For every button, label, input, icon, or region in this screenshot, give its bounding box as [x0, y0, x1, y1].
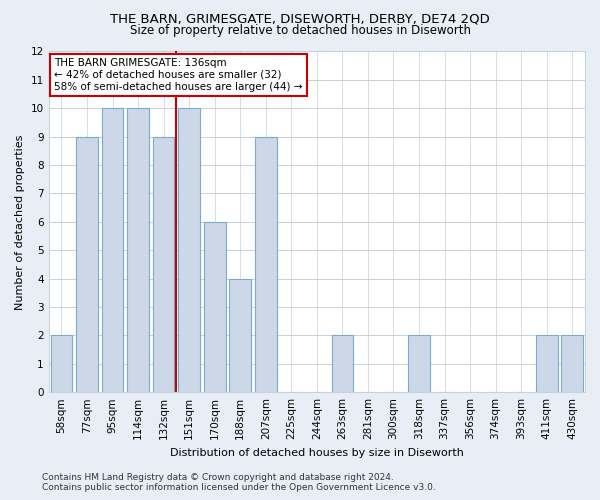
Bar — [50, 336, 72, 392]
Bar — [204, 222, 226, 392]
Bar — [562, 336, 583, 392]
Bar — [255, 136, 277, 392]
Bar — [76, 136, 98, 392]
Bar — [332, 336, 353, 392]
Bar — [127, 108, 149, 392]
X-axis label: Distribution of detached houses by size in Diseworth: Distribution of detached houses by size … — [170, 448, 464, 458]
Text: THE BARN, GRIMESGATE, DISEWORTH, DERBY, DE74 2QD: THE BARN, GRIMESGATE, DISEWORTH, DERBY, … — [110, 12, 490, 26]
Bar — [178, 108, 200, 392]
Bar — [229, 278, 251, 392]
Bar — [101, 108, 124, 392]
Bar — [153, 136, 175, 392]
Text: THE BARN GRIMESGATE: 136sqm
← 42% of detached houses are smaller (32)
58% of sem: THE BARN GRIMESGATE: 136sqm ← 42% of det… — [54, 58, 302, 92]
Bar — [536, 336, 557, 392]
Text: Size of property relative to detached houses in Diseworth: Size of property relative to detached ho… — [130, 24, 470, 37]
Bar — [408, 336, 430, 392]
Y-axis label: Number of detached properties: Number of detached properties — [15, 134, 25, 310]
Text: Contains HM Land Registry data © Crown copyright and database right 2024.
Contai: Contains HM Land Registry data © Crown c… — [42, 473, 436, 492]
